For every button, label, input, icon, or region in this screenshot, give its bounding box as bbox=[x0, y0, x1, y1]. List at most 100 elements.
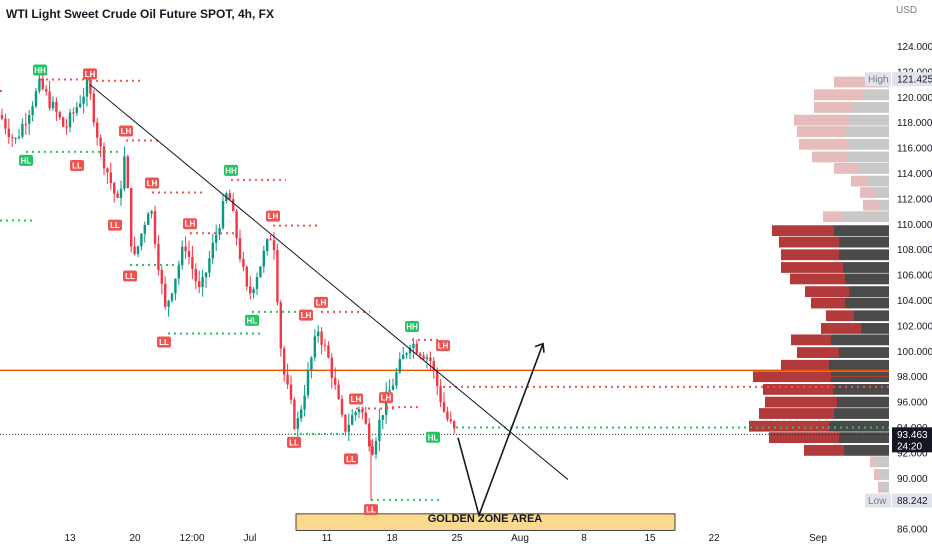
profile-bar-up bbox=[879, 469, 889, 480]
projection-path bbox=[457, 343, 544, 518]
candle-body bbox=[89, 79, 92, 94]
x-tick-label: 22 bbox=[708, 533, 720, 544]
candle-body bbox=[211, 242, 214, 259]
candle-body bbox=[310, 357, 313, 371]
candle-body bbox=[28, 115, 31, 124]
x-tick-label: 12:00 bbox=[179, 533, 204, 544]
profile-bar-down bbox=[769, 432, 839, 444]
profile-bar-down bbox=[781, 262, 843, 273]
profile-bar-up bbox=[834, 225, 889, 237]
candle-body bbox=[238, 238, 242, 259]
structure-label: LH bbox=[301, 311, 312, 320]
structure-label: LH bbox=[268, 212, 279, 221]
candle-body bbox=[4, 118, 7, 129]
candle-body bbox=[381, 415, 384, 420]
structure-label: LL bbox=[289, 438, 299, 447]
candle-body bbox=[96, 122, 99, 138]
structure-label-box bbox=[183, 218, 197, 230]
candle-body bbox=[218, 228, 221, 235]
last-price-value: 93.463 bbox=[897, 430, 928, 441]
candle-body bbox=[242, 258, 245, 267]
candle-body bbox=[432, 361, 435, 371]
profile-bar-down bbox=[826, 310, 854, 322]
profile-bar-down bbox=[804, 444, 844, 456]
candle-body bbox=[204, 272, 208, 278]
candle-body bbox=[293, 399, 296, 429]
golden-zone-label: GOLDEN ZONE AREA bbox=[428, 513, 543, 525]
candle-body bbox=[368, 423, 371, 447]
profile-bar-up bbox=[849, 114, 889, 126]
candle-body bbox=[289, 384, 293, 400]
profile-bar-down bbox=[811, 297, 845, 309]
y-tick-label: 92.000 bbox=[897, 448, 928, 459]
candle-body bbox=[317, 331, 320, 337]
candle-body bbox=[99, 137, 102, 147]
x-tick-label: Jul bbox=[244, 533, 257, 544]
structure-label: LL bbox=[366, 506, 376, 515]
y-tick-label: 96.000 bbox=[897, 398, 928, 409]
profile-bar-up bbox=[839, 432, 889, 444]
y-tick-label: 102.000 bbox=[897, 321, 932, 332]
profile-bar-up bbox=[875, 456, 889, 468]
y-tick-label: 98.000 bbox=[897, 372, 928, 383]
profile-bar-down bbox=[851, 175, 867, 187]
price-badge-label-bg bbox=[865, 493, 891, 508]
candle-body bbox=[347, 424, 350, 432]
candle-body bbox=[303, 395, 306, 410]
candle-body bbox=[85, 79, 89, 97]
candle-body bbox=[388, 389, 391, 392]
candle-body bbox=[436, 370, 439, 387]
profile-bar-down bbox=[860, 187, 875, 198]
candle-body bbox=[62, 117, 65, 127]
profile-bar-down bbox=[759, 408, 834, 419]
candle-body bbox=[313, 336, 316, 358]
y-tick-label: 118.000 bbox=[897, 118, 932, 129]
candle-body bbox=[136, 246, 140, 254]
candle-body bbox=[157, 243, 160, 271]
candle-body bbox=[11, 137, 14, 139]
candle-body bbox=[344, 414, 347, 432]
candle-body bbox=[235, 211, 238, 239]
candle-body bbox=[429, 357, 432, 362]
candle-body bbox=[405, 353, 408, 355]
candle-body bbox=[24, 123, 27, 125]
candle-body bbox=[194, 269, 197, 282]
candle-body bbox=[334, 377, 337, 385]
candle-body bbox=[187, 251, 191, 257]
candle-body bbox=[361, 409, 364, 413]
candle-body bbox=[232, 199, 235, 212]
candle-body bbox=[439, 386, 442, 403]
candle-body bbox=[45, 88, 48, 92]
x-tick-label: 13 bbox=[64, 533, 76, 544]
candle-body bbox=[113, 183, 116, 194]
structure-label-box bbox=[19, 154, 33, 166]
candle-body bbox=[191, 256, 194, 270]
profile-bar-up bbox=[844, 444, 889, 456]
profile-bar-down bbox=[870, 456, 875, 468]
price-badge-label: Low bbox=[868, 496, 887, 507]
candle-body bbox=[102, 146, 106, 169]
profile-bar-up bbox=[831, 334, 889, 346]
structure-label: LH bbox=[381, 394, 392, 403]
profile-bar-up bbox=[879, 199, 889, 211]
candle-body bbox=[419, 353, 422, 356]
y-tick-label: 106.000 bbox=[897, 271, 932, 282]
candle-body bbox=[296, 418, 299, 429]
candle-body bbox=[221, 201, 225, 229]
candle-body bbox=[327, 345, 330, 358]
candle-body bbox=[442, 402, 446, 412]
structure-label-box bbox=[287, 436, 301, 448]
profile-bar-up bbox=[881, 481, 889, 493]
candle-body bbox=[198, 281, 201, 288]
candle-body bbox=[153, 211, 157, 244]
candle-body bbox=[337, 384, 340, 400]
profile-bar-down bbox=[749, 420, 829, 432]
profile-bar-down bbox=[797, 126, 845, 137]
structure-label-box bbox=[145, 177, 159, 189]
profile-bar-down bbox=[781, 249, 839, 261]
structure-label: LL bbox=[72, 161, 82, 170]
candle-body bbox=[415, 343, 418, 354]
profile-bar-down bbox=[823, 211, 841, 223]
candle-body bbox=[252, 288, 255, 294]
